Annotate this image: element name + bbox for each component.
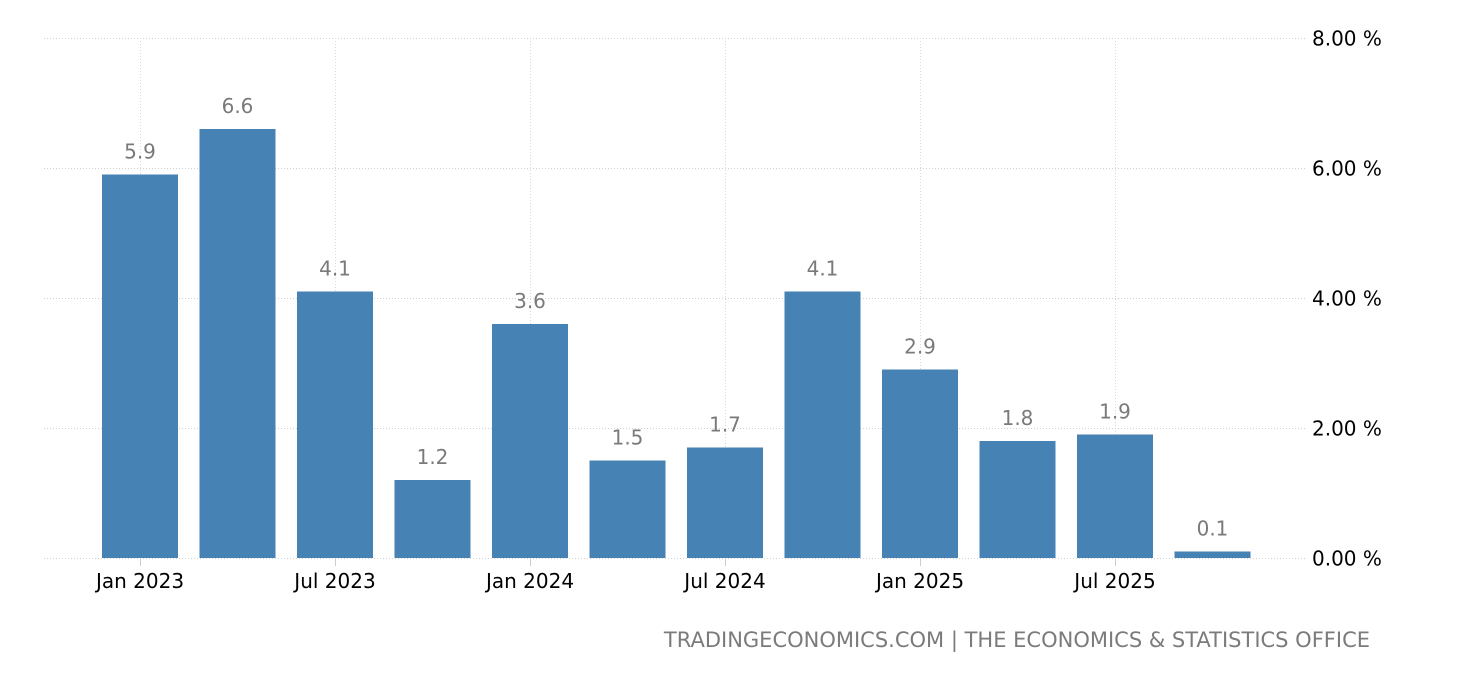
bar <box>102 174 178 558</box>
x-tick-label: Jan 2025 <box>874 569 964 593</box>
bar <box>784 291 861 558</box>
bar <box>1174 551 1251 558</box>
bar <box>687 447 763 558</box>
x-tick-label: Jul 2024 <box>682 569 765 593</box>
bar-value-label: 4.1 <box>319 257 351 281</box>
y-tick-label: 4.00 % <box>1312 287 1382 311</box>
bar-value-label: 1.8 <box>1002 406 1034 430</box>
bar-value-label: 4.1 <box>807 257 839 281</box>
bar <box>492 324 568 558</box>
bar-value-label: 0.1 <box>1197 517 1229 541</box>
bar <box>1077 434 1153 558</box>
bar <box>199 129 276 558</box>
bar-value-label: 6.6 <box>222 94 254 118</box>
y-tick-label: 0.00 % <box>1312 547 1382 571</box>
bar <box>979 441 1056 558</box>
source-attribution: TRADINGECONOMICS.COM | THE ECONOMICS & S… <box>663 628 1370 652</box>
bar <box>297 291 373 558</box>
bar-value-label: 3.6 <box>514 289 546 313</box>
x-axis: Jan 2023 Jul 2023 Jan 2024 Jul 2024 Jan 2025… <box>94 558 1156 593</box>
y-tick-label: 8.00 % <box>1312 27 1382 51</box>
y-tick-label: 6.00 % <box>1312 157 1382 181</box>
y-axis: 0.00 % 2.00 % 4.00 % 6.00 % 8.00 % <box>1312 27 1382 571</box>
bar-value-label: 1.9 <box>1099 400 1131 424</box>
bar-value-label: 1.5 <box>612 426 644 450</box>
bar-series <box>102 129 1251 558</box>
x-tick-label: Jul 2023 <box>292 569 375 593</box>
x-tick-label: Jan 2024 <box>484 569 574 593</box>
bar <box>589 460 666 558</box>
data-labels: 5.9 6.6 4.1 1.2 3.6 1.5 1.7 4.1 2.9 1.8 1.9 0.1 <box>124 94 1228 541</box>
x-tick-label: Jul 2025 <box>1072 569 1155 593</box>
bar-value-label: 2.9 <box>904 335 936 359</box>
bar-value-label: 5.9 <box>124 140 156 164</box>
bar-value-label: 1.7 <box>709 413 741 437</box>
bar <box>394 480 471 558</box>
y-tick-label: 2.00 % <box>1312 417 1382 441</box>
bar <box>882 369 958 558</box>
bar-value-label: 1.2 <box>417 445 449 469</box>
x-tick-label: Jan 2023 <box>94 569 184 593</box>
